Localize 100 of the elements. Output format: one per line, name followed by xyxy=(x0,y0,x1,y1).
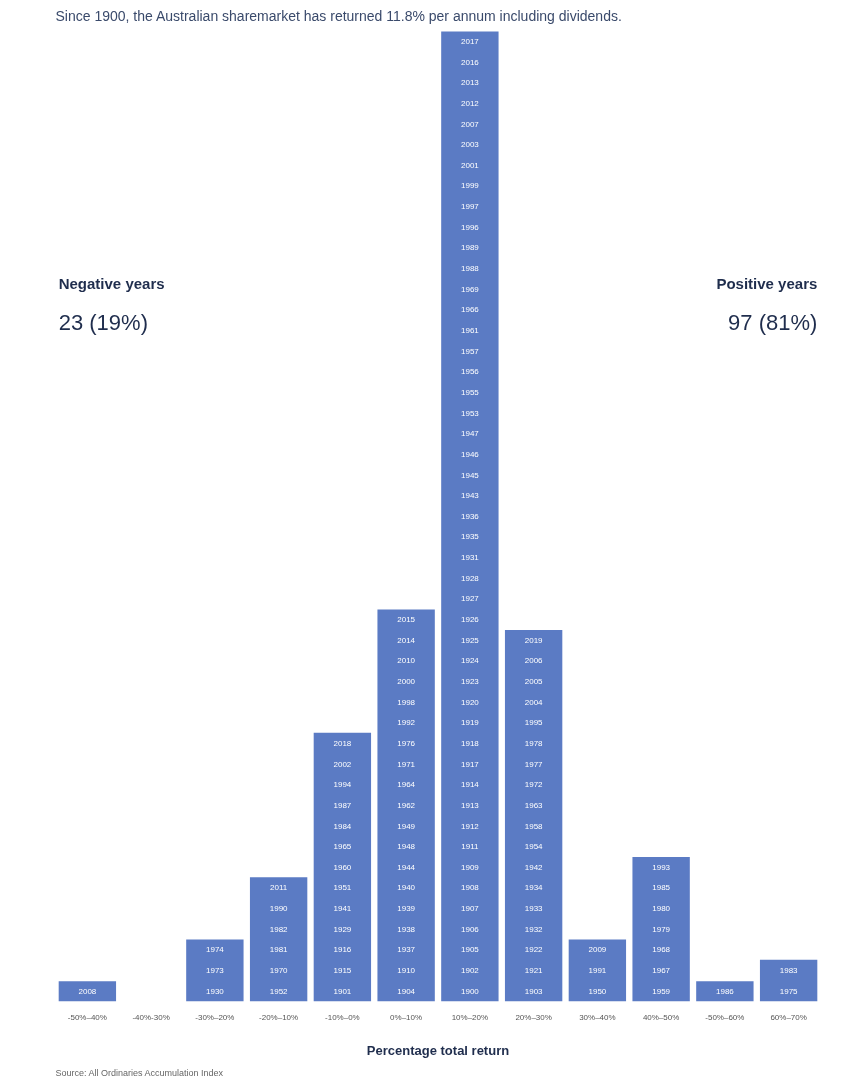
annotation: 1956 xyxy=(460,367,480,377)
annotation: 1905 xyxy=(460,945,480,955)
x-tick-label: -50%–40% xyxy=(67,1012,107,1022)
annotation: Negative years xyxy=(58,275,165,293)
annotation: 1941 xyxy=(333,904,352,914)
annotation: 1923 xyxy=(460,676,480,686)
bar xyxy=(249,877,308,1002)
bar xyxy=(313,732,372,1002)
annotation: 1903 xyxy=(524,986,544,996)
annotation: 1916 xyxy=(333,945,352,955)
annotation: 1938 xyxy=(397,924,416,934)
bar xyxy=(58,981,117,1002)
annotation: 1912 xyxy=(460,821,480,831)
annotation: 1998 xyxy=(397,697,416,707)
annotation: 1959 xyxy=(652,986,671,996)
annotation: 1918 xyxy=(460,738,480,748)
annotation: 1947 xyxy=(460,429,480,439)
annotation: 2015 xyxy=(397,615,416,625)
annotation: 2009 xyxy=(588,945,607,955)
x-tick-label: 40%–50% xyxy=(642,1012,680,1022)
annotation: 1952 xyxy=(269,986,289,996)
annotation: 1948 xyxy=(397,842,416,852)
annotation: 1927 xyxy=(460,594,480,604)
annotation: 2004 xyxy=(524,697,544,707)
annotation: 1994 xyxy=(333,780,352,790)
annotation: 1944 xyxy=(397,862,416,872)
bar xyxy=(186,939,244,1002)
x-tick-label: -40%-30% xyxy=(132,1012,170,1022)
x-tick-label: 0%–10% xyxy=(390,1012,423,1022)
annotation: 2001 xyxy=(460,160,480,170)
annotation: 1964 xyxy=(397,780,416,790)
annotation: 1997 xyxy=(460,202,480,212)
annotation: 1981 xyxy=(269,945,289,955)
source-note: Source: All Ordinaries Accumulation Index xyxy=(55,1067,224,1078)
annotation: 2018 xyxy=(333,738,352,748)
annotation: 1930 xyxy=(205,986,225,996)
annotation: 1991 xyxy=(588,966,607,976)
annotation: 1922 xyxy=(524,945,544,955)
annotation: 1974 xyxy=(205,945,225,955)
annotation: 1946 xyxy=(460,449,480,459)
annotation: 1985 xyxy=(652,883,671,893)
annotation: 1933 xyxy=(524,904,544,914)
annotation: 1955 xyxy=(460,387,480,397)
annotation: 1951 xyxy=(333,883,352,893)
annotation: 1935 xyxy=(460,532,480,542)
x-tick-label: 60%–70% xyxy=(770,1012,807,1022)
annotation: 1983 xyxy=(779,966,799,976)
annotation: 1996 xyxy=(460,222,480,232)
annotation: 1920 xyxy=(460,697,480,707)
x-tick-label: -10%–0% xyxy=(325,1012,360,1022)
annotation: 1913 xyxy=(460,800,480,810)
annotation: 1932 xyxy=(524,924,544,934)
bar xyxy=(504,629,563,1002)
annotation: 1900 xyxy=(460,986,480,996)
annotation: 2008 xyxy=(78,986,97,996)
annotation: 1995 xyxy=(524,718,544,728)
annotation: 2014 xyxy=(397,635,416,645)
annotation: 1975 xyxy=(779,986,799,996)
annotation: 1953 xyxy=(460,408,480,418)
annotation: 1915 xyxy=(333,966,352,976)
annotation: 1963 xyxy=(524,800,544,810)
annotation: 1929 xyxy=(333,924,352,934)
bar xyxy=(441,31,499,1002)
annotation: 2002 xyxy=(333,759,352,769)
annotation: 1980 xyxy=(652,904,671,914)
chart-title: Since 1900, the Australian sharemarket has returned 11.8% per annum including dividends. xyxy=(55,7,622,24)
annotation: 1971 xyxy=(397,759,416,769)
annotation: 1942 xyxy=(524,862,544,872)
bar xyxy=(377,609,435,1002)
annotation: Positive years xyxy=(716,275,818,293)
x-tick-label: 10%–20% xyxy=(451,1012,489,1022)
annotation: 1940 xyxy=(397,883,416,893)
annotation: 97 (81%) xyxy=(728,309,818,335)
annotation: 1926 xyxy=(460,615,480,625)
annotation: 1945 xyxy=(460,470,480,480)
x-tick-label: 20%–30% xyxy=(515,1012,552,1022)
annotation: 1943 xyxy=(460,491,480,501)
annotation: 1907 xyxy=(460,904,480,914)
annotation: 1978 xyxy=(524,738,544,748)
bar xyxy=(568,939,627,1002)
annotation: 1906 xyxy=(460,924,480,934)
annotation: 1960 xyxy=(333,862,352,872)
annotation: 1986 xyxy=(715,986,735,996)
annotation: 1962 xyxy=(397,800,416,810)
annotation: 2013 xyxy=(460,78,480,88)
annotation: 2007 xyxy=(460,119,480,129)
x-tick-label: 30%–40% xyxy=(579,1012,616,1022)
annotation: 1957 xyxy=(460,346,480,356)
annotation: 2005 xyxy=(524,676,544,686)
annotation: 1969 xyxy=(460,284,480,294)
annotation: 2006 xyxy=(524,656,544,666)
annotation: 1924 xyxy=(460,656,480,666)
annotation: 1954 xyxy=(524,842,544,852)
annotation: 1979 xyxy=(652,924,671,934)
annotation: 1901 xyxy=(333,986,352,996)
x-tick-label: -30%–20% xyxy=(195,1012,235,1022)
annotation: 1902 xyxy=(460,966,480,976)
annotation: 1990 xyxy=(269,904,289,914)
x-tick-label: -50%–60% xyxy=(705,1012,745,1022)
bar xyxy=(632,856,690,1002)
